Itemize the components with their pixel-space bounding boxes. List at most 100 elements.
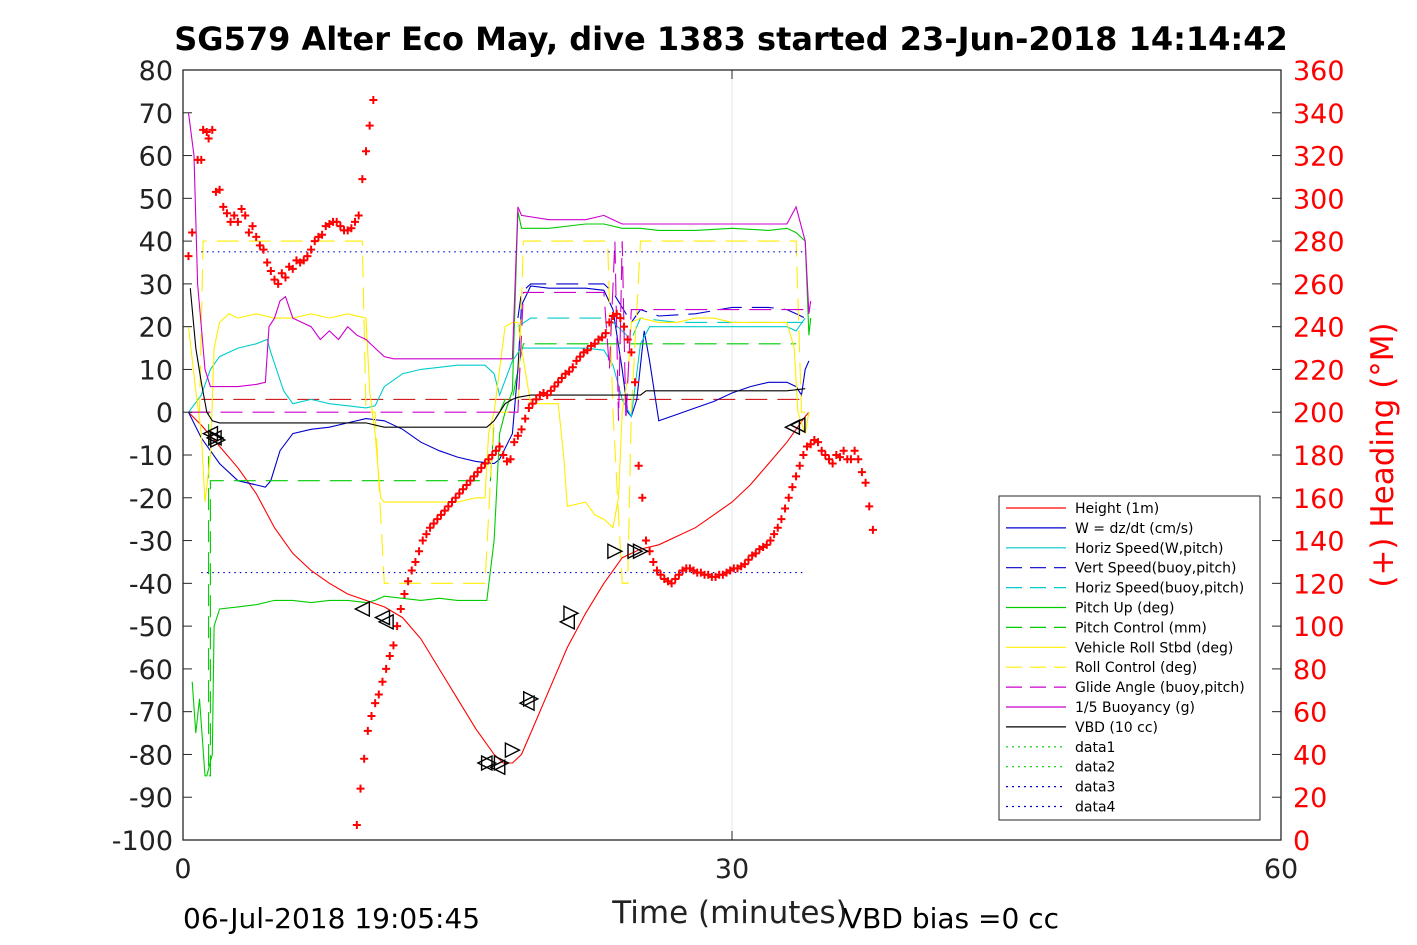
heading-point (332, 217, 341, 226)
heading-point (451, 493, 460, 502)
triangle-marker-right (632, 543, 650, 560)
y-tick-label: 80 (139, 56, 173, 87)
heading-point (277, 269, 286, 278)
x-axis: 0 30 60 (174, 70, 1298, 885)
legend-label: Horiz Speed(buoy,pitch) (1075, 581, 1244, 597)
right-y-tick-label: 220 (1293, 355, 1345, 386)
series-line-roll-control-deg (192, 240, 806, 584)
heading-point (197, 155, 206, 164)
heading-point (274, 279, 283, 288)
x-tick-label: 30 (715, 854, 749, 885)
heading-point (374, 690, 383, 699)
heading-point (222, 209, 231, 218)
heading-point (857, 468, 866, 477)
right-y-tick-label: 100 (1293, 612, 1345, 643)
triangle-marker-left (518, 694, 535, 712)
heading-point (517, 425, 526, 434)
heading-point (612, 309, 621, 318)
triangle-marker-right (523, 690, 540, 707)
heading-point (835, 453, 844, 462)
heading-point (795, 461, 804, 470)
triangle-marker-left (489, 759, 506, 776)
heading-point (259, 245, 268, 254)
heading-point (352, 821, 361, 830)
heading-point (623, 335, 632, 344)
legend: Height (1m) W = dz/dt (cm/s) Horiz Speed(W… (998, 495, 1261, 821)
heading-point (638, 493, 647, 502)
heading-point (426, 523, 435, 532)
y-tick-label: -80 (129, 740, 173, 771)
y-tick-label: 70 (139, 99, 173, 130)
heading-point (839, 446, 848, 455)
right-y-tick-label: 280 (1293, 227, 1345, 258)
heading-point (620, 322, 629, 331)
right-y-tick-label: 180 (1293, 441, 1345, 472)
heading-point (565, 367, 574, 376)
heading-point (598, 333, 607, 342)
heading-point (369, 95, 378, 104)
y-tick-label: -10 (129, 441, 173, 472)
heading-point (363, 726, 372, 735)
heading-point (824, 455, 833, 464)
heading-point (744, 555, 753, 564)
heading-point (583, 346, 592, 355)
y-tick-label: 10 (139, 355, 173, 386)
heading-point (407, 566, 416, 575)
footer-vbd-bias: VBD bias =0 cc (843, 902, 1059, 935)
x-tick-label: 0 (174, 854, 191, 885)
heading-point (204, 134, 213, 143)
series-line-glide-angle-buoy-pitch (188, 241, 806, 421)
legend-label: W = dz/dt (cm/s) (1075, 521, 1194, 537)
y-tick-label: -70 (129, 698, 173, 729)
heading-point (751, 549, 760, 558)
triangle-marker-right (480, 754, 498, 772)
heading-point (444, 502, 453, 511)
heading-point (576, 352, 585, 361)
heading-point (318, 230, 327, 239)
legend-label: Pitch Up (deg) (1075, 601, 1174, 617)
heading-point (821, 451, 830, 459)
y-tick-label: -100 (112, 826, 173, 857)
heading-point (362, 147, 370, 156)
heading-point (788, 483, 797, 492)
heading-point (336, 222, 345, 231)
heading-point (671, 575, 680, 584)
series-line-height-1m (188, 411, 810, 764)
legend-label: Height (1m) (1075, 501, 1159, 517)
triangle-markers (201, 416, 806, 776)
heading-point (244, 228, 253, 237)
heading-point (347, 224, 356, 233)
triangle-marker-left (377, 613, 394, 630)
heading-point (484, 455, 493, 464)
heading-point (382, 664, 391, 673)
legend-label: Roll Control (deg) (1075, 660, 1197, 676)
heading-point (850, 446, 859, 455)
heading-point (649, 557, 658, 566)
heading-point (861, 478, 870, 487)
legend-label: data3 (1075, 780, 1115, 796)
legend-label: Glide Angle (buoy,pitch) (1075, 680, 1245, 696)
heading-point (590, 339, 599, 348)
heading-point (418, 536, 427, 545)
heading-point (266, 267, 275, 276)
heading-point (601, 329, 610, 338)
heading-point (550, 382, 559, 391)
heading-point (491, 446, 500, 455)
right-y-tick-label: 0 (1293, 826, 1310, 857)
heading-point (288, 264, 297, 273)
legend-box (998, 495, 1261, 821)
heading-point (667, 579, 676, 588)
legend-label: Pitch Control (mm) (1075, 620, 1207, 636)
heading-point (631, 378, 640, 387)
legend-label: Vert Speed(buoy,pitch) (1075, 561, 1237, 577)
heading-point (828, 459, 837, 468)
heading-point (846, 455, 855, 464)
heading-point (389, 641, 398, 650)
heading-point (469, 472, 478, 481)
y-tick-label: -30 (129, 527, 173, 558)
heading-point (543, 391, 552, 400)
heading-point (674, 570, 683, 579)
right-y-tick-label: 300 (1293, 184, 1345, 215)
y-tick-label: -20 (129, 484, 173, 515)
heading-point (455, 489, 464, 498)
